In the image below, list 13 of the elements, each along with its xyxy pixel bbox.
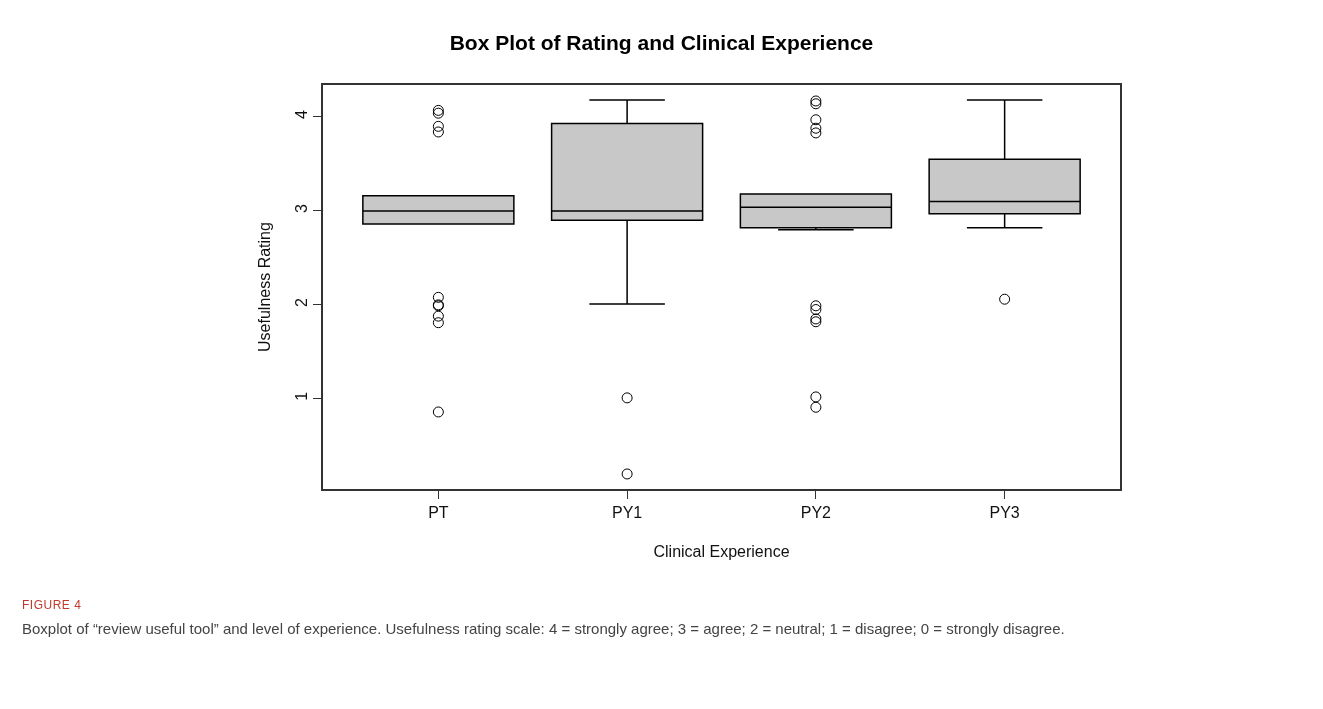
y-axis-title: Usefulness Rating	[256, 222, 274, 352]
chart-title: Box Plot of Rating and Clinical Experience	[449, 31, 874, 55]
y-tick-label: 4	[292, 109, 310, 119]
text: Boxplot of “review useful tool” and level of experience. Usefulness rating scale: 4 = strongly agree; 3 = agree; 2 = neutral; 1 = disagree; 0 = strongly disagree.	[22, 619, 1066, 639]
x-tick-label: PY2	[800, 503, 832, 521]
caption: FIGURE 4	[22, 598, 83, 612]
y-tick-label: 2	[292, 297, 310, 307]
x-tick-label: PY1	[611, 503, 643, 521]
y-tick-label: 1	[292, 391, 310, 401]
x-axis-title: Clinical Experience	[653, 543, 790, 561]
y-tick-label: 3	[292, 203, 310, 213]
x-tick-label: PT	[428, 503, 449, 521]
x-tick-label: PY3	[989, 503, 1020, 521]
